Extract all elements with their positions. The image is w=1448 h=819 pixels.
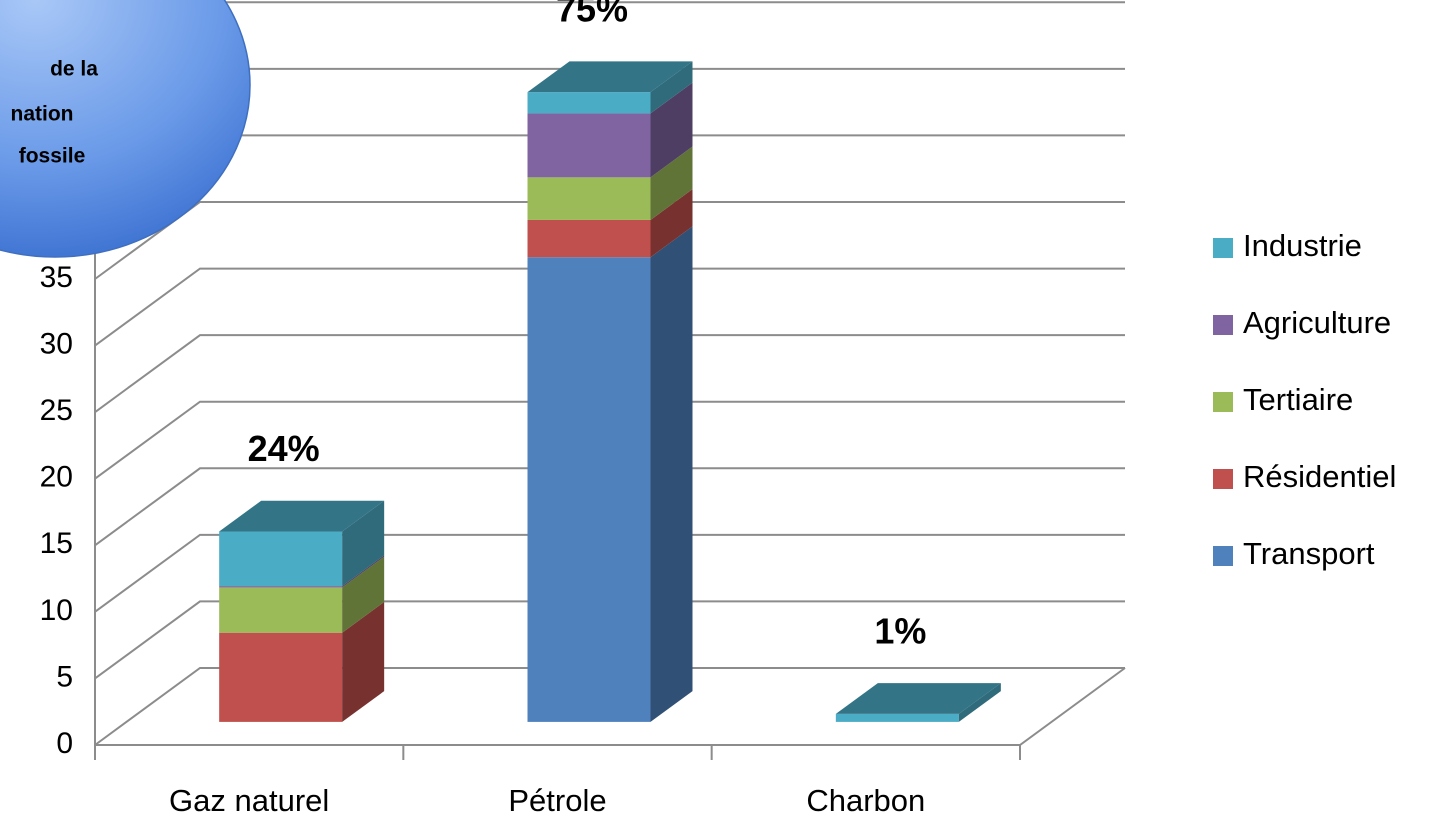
bar-side	[958, 683, 1001, 722]
bar-top	[835, 683, 1001, 714]
x-tick-label: Gaz naturel	[169, 783, 329, 818]
bar-segment	[527, 177, 651, 220]
bar-side	[342, 500, 385, 587]
grid-line	[94, 667, 1125, 746]
y-tick-label: 0	[56, 727, 73, 760]
bar-side	[342, 556, 385, 633]
grid-line	[94, 267, 1125, 347]
grid-line	[94, 533, 1125, 613]
y-tick-label: 35	[40, 261, 73, 294]
callout-text: de la	[50, 58, 98, 81]
legend-label: Tertiaire	[1243, 382, 1353, 417]
bar-side	[650, 226, 693, 722]
legend-label: Agriculture	[1243, 305, 1391, 340]
x-tick-label: Charbon	[806, 783, 925, 818]
legend-swatch	[1213, 469, 1233, 489]
bar-segment	[219, 531, 343, 587]
total-label: 24%	[248, 428, 320, 469]
legend-label: Industrie	[1243, 228, 1362, 263]
callout-text: nation	[11, 103, 74, 126]
legend-swatch	[1213, 238, 1233, 258]
y-tick-label: 10	[40, 594, 73, 627]
bar-side	[342, 601, 385, 722]
callout-bubble	[0, 0, 251, 258]
legend-label: Résidentiel	[1243, 459, 1396, 494]
y-tick-label: 25	[40, 394, 73, 427]
y-tick-label: 30	[40, 327, 73, 360]
grid-line	[94, 400, 1125, 480]
y-tick-label: 15	[40, 527, 73, 560]
total-label: 75%	[556, 0, 628, 30]
legend-swatch	[1213, 392, 1233, 412]
bar-top	[527, 61, 693, 93]
bar-segment	[219, 586, 343, 588]
grid-line	[94, 600, 1125, 680]
y-tick-label: 20	[40, 461, 73, 494]
total-label: 1%	[874, 610, 926, 651]
bar-segment	[219, 587, 343, 633]
bar-side	[650, 189, 693, 258]
bar-side	[650, 82, 693, 178]
grid-line	[94, 467, 1125, 547]
x-tick-label: Pétrole	[508, 783, 606, 818]
bar-segment	[527, 113, 651, 178]
bar-side	[650, 61, 693, 114]
callout: de la nation fossile	[0, 0, 251, 258]
legend-swatch	[1213, 315, 1233, 335]
bar-segment	[219, 632, 343, 722]
bar-side	[650, 146, 693, 220]
grid-line	[94, 334, 1125, 413]
grid-line	[94, 201, 1125, 280]
bar-segment	[527, 92, 651, 114]
bar-segment	[835, 713, 959, 722]
bar-segment	[527, 219, 651, 258]
y-tick-label: 5	[56, 660, 73, 693]
legend-swatch	[1213, 546, 1233, 566]
bar-top	[219, 500, 385, 532]
bar-side	[342, 555, 385, 588]
callout-text: fossile	[19, 145, 86, 168]
bar-segment	[527, 257, 651, 722]
legend-label: Transport	[1243, 536, 1375, 571]
